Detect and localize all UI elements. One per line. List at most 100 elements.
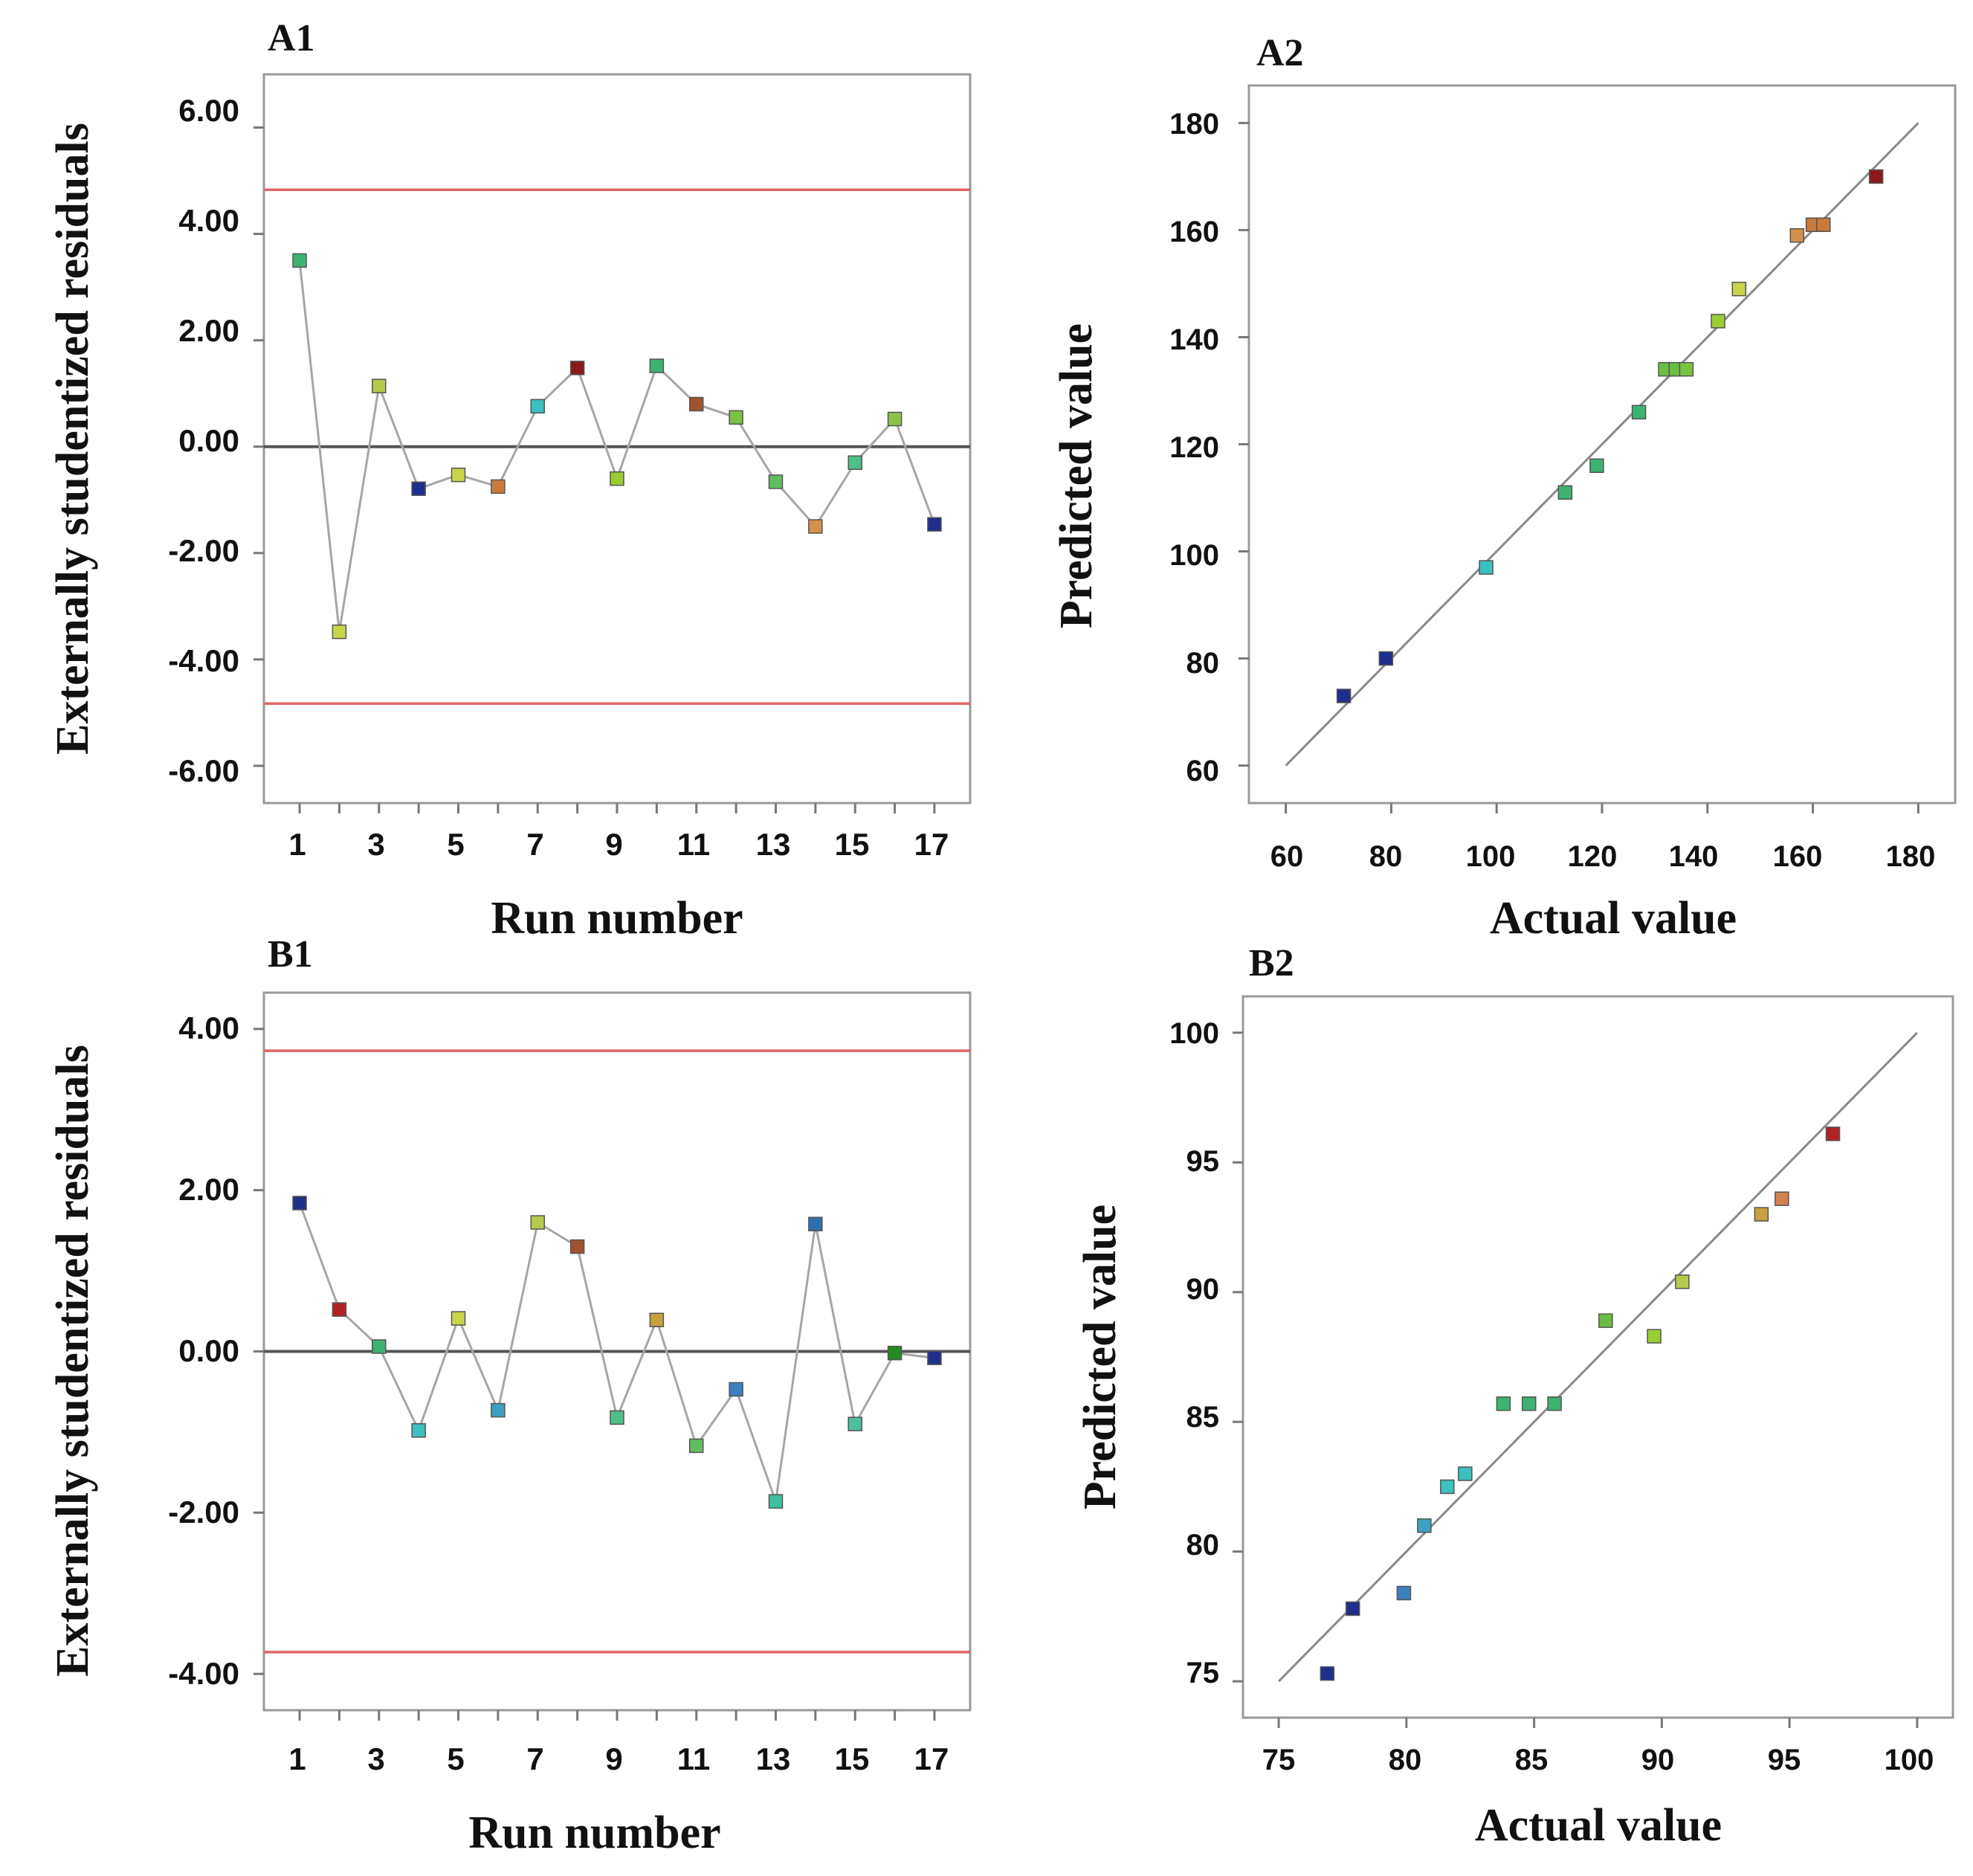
x-tick-label: 160 bbox=[1773, 840, 1823, 873]
x-tick-label: 5 bbox=[447, 827, 464, 862]
data-point bbox=[729, 410, 743, 425]
y-axis-title-a2: Predicted value bbox=[1051, 323, 1102, 628]
y-tick-label: 80 bbox=[1186, 647, 1220, 680]
data-point bbox=[1345, 1601, 1360, 1616]
data-point bbox=[411, 481, 426, 496]
y-tick-label: 4.00 bbox=[178, 1010, 239, 1045]
x-tick-label: 100 bbox=[1885, 1744, 1934, 1776]
data-point bbox=[491, 1402, 506, 1418]
data-point bbox=[372, 1339, 387, 1354]
data-point bbox=[530, 399, 546, 414]
x-tick-label: 90 bbox=[1641, 1744, 1675, 1776]
x-tick-label: 85 bbox=[1515, 1744, 1549, 1776]
x-tick-labels-a2: 60 80 100 120 140 160 180 bbox=[1270, 840, 1936, 873]
data-point bbox=[1589, 458, 1604, 474]
data-point bbox=[1868, 169, 1884, 184]
x-axis-title-a1: Run number bbox=[491, 893, 743, 944]
data-point bbox=[1496, 1396, 1511, 1411]
data-point bbox=[649, 1312, 665, 1327]
data-point bbox=[1336, 689, 1352, 703]
data-point bbox=[1816, 217, 1831, 232]
y-tick-label: -2.00 bbox=[168, 1495, 239, 1530]
tick-marks-b2 bbox=[1233, 1031, 1919, 1728]
data-point bbox=[1521, 1396, 1537, 1411]
data-point bbox=[372, 378, 387, 393]
data-point bbox=[729, 1382, 743, 1397]
x-tick-label: 13 bbox=[756, 1741, 791, 1776]
data-point bbox=[1557, 485, 1573, 500]
data-point bbox=[610, 1410, 624, 1425]
data-point bbox=[847, 455, 862, 470]
y-axis-title-b2: Predicted value bbox=[1075, 1205, 1126, 1509]
y-tick-label: -4.00 bbox=[168, 643, 239, 678]
y-tick-label: 85 bbox=[1186, 1401, 1220, 1434]
data-point bbox=[1825, 1126, 1841, 1141]
data-point bbox=[1679, 361, 1694, 377]
data-point bbox=[688, 396, 704, 412]
x-tick-label: 9 bbox=[605, 827, 622, 862]
reference-lines-b1 bbox=[264, 1049, 970, 1654]
data-point bbox=[768, 1494, 784, 1509]
x-tick-label: 7 bbox=[526, 1741, 543, 1776]
panel-a1: A1 6.00 4.00 2.00 0.00 -2.00 -4.00 -6.00… bbox=[48, 17, 972, 944]
panel-b1: B1 4.00 2.00 0.00 -2.00 -4.00 1 3 5 7 9 … bbox=[48, 933, 972, 1858]
x-tick-label: 1 bbox=[288, 1741, 306, 1776]
data-point bbox=[1754, 1207, 1769, 1222]
tick-marks-a2 bbox=[1239, 121, 1919, 813]
data-point bbox=[1598, 1313, 1613, 1328]
tick-marks-b1 bbox=[254, 1028, 936, 1721]
x-tick-label: 1 bbox=[288, 827, 306, 862]
data-point bbox=[1396, 1585, 1412, 1601]
y-tick-label: 140 bbox=[1169, 323, 1219, 356]
x-tick-label: 60 bbox=[1270, 840, 1304, 873]
data-point bbox=[1440, 1479, 1455, 1495]
data-point bbox=[1458, 1466, 1473, 1481]
y-tick-label: 6.00 bbox=[178, 93, 239, 128]
x-tick-label: 5 bbox=[447, 1741, 464, 1776]
parity-line bbox=[1278, 1031, 1918, 1683]
x-tick-labels-a1: 1 3 5 7 9 11 13 15 17 bbox=[288, 827, 949, 862]
y-tick-label: 90 bbox=[1186, 1273, 1220, 1306]
data-point bbox=[808, 519, 823, 534]
y-tick-label: 180 bbox=[1169, 108, 1219, 141]
tick-marks-a1 bbox=[254, 126, 936, 813]
data-point bbox=[1775, 1191, 1789, 1206]
data-point bbox=[1631, 404, 1647, 420]
panel-label-a1: A1 bbox=[268, 17, 315, 59]
y-tick-label: 75 bbox=[1186, 1657, 1220, 1689]
y-tick-label: 4.00 bbox=[178, 203, 239, 238]
data-point bbox=[530, 1215, 546, 1230]
data-point bbox=[491, 479, 506, 494]
x-tick-label: 9 bbox=[605, 1741, 622, 1776]
data-point bbox=[1711, 314, 1725, 329]
x-tick-label: 100 bbox=[1466, 840, 1516, 873]
y-tick-labels-b1: 4.00 2.00 0.00 -2.00 -4.00 bbox=[168, 1010, 239, 1691]
x-tick-label: 3 bbox=[367, 827, 384, 862]
data-point bbox=[768, 474, 784, 489]
x-axis-title-b2: Actual value bbox=[1475, 1800, 1722, 1851]
series-b1 bbox=[292, 1196, 942, 1509]
x-tick-label: 15 bbox=[835, 827, 870, 862]
data-point bbox=[451, 1311, 466, 1326]
plot-frame-b2 bbox=[1241, 995, 1954, 1719]
x-tick-labels-b2: 75 80 85 90 95 100 bbox=[1262, 1744, 1934, 1776]
y-tick-label: 95 bbox=[1186, 1145, 1220, 1178]
x-tick-label: 13 bbox=[756, 827, 791, 862]
data-point bbox=[927, 1350, 942, 1365]
data-point bbox=[569, 1239, 585, 1254]
panel-label-a2: A2 bbox=[1256, 32, 1304, 74]
x-tick-label: 11 bbox=[677, 1741, 710, 1776]
y-tick-label: 0.00 bbox=[178, 423, 239, 458]
data-point bbox=[1675, 1274, 1690, 1289]
data-point bbox=[610, 471, 624, 486]
data-point bbox=[1789, 228, 1805, 243]
data-point bbox=[332, 624, 347, 639]
y-tick-label: 120 bbox=[1169, 431, 1219, 464]
data-point bbox=[887, 411, 902, 427]
y-tick-label: 100 bbox=[1169, 1017, 1219, 1050]
x-tick-label: 80 bbox=[1369, 840, 1403, 873]
x-tick-label: 120 bbox=[1568, 840, 1618, 873]
series-a1 bbox=[292, 253, 942, 639]
x-axis-title-b1: Run number bbox=[468, 1808, 720, 1858]
data-point bbox=[1479, 560, 1494, 575]
